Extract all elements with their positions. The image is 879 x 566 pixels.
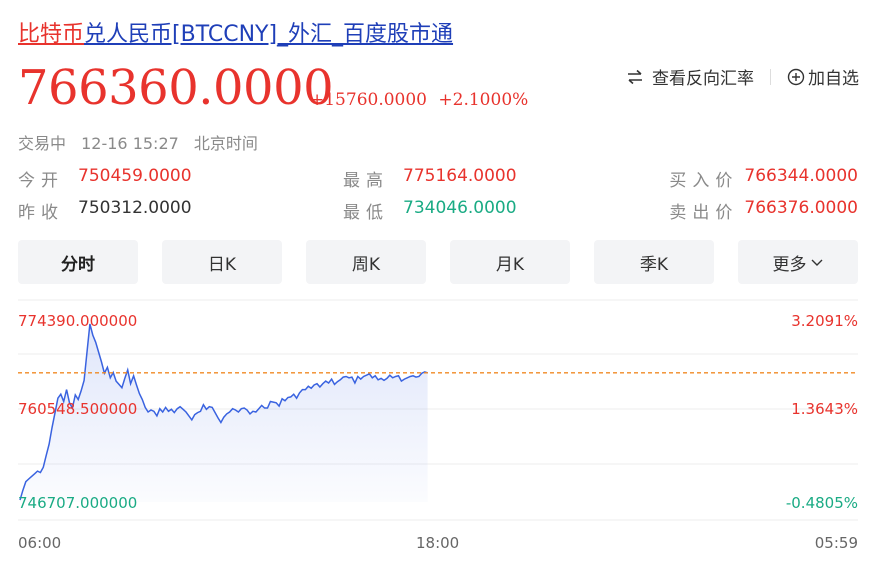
- tab-more-label: 更多: [772, 254, 807, 275]
- stat-label: 今开: [18, 171, 64, 191]
- y-axis-pct-mid: 1.3643%: [791, 400, 858, 418]
- title-pair[interactable]: 兑人民币[BTCCNY]_外汇_百度股市通: [84, 22, 454, 47]
- tab-daily-k[interactable]: 日K: [162, 240, 282, 284]
- y-axis-label-mid: 760548.500000: [18, 400, 138, 418]
- change-percent: +2.1000%: [438, 90, 529, 110]
- stat-value: 766376.0000: [744, 198, 858, 218]
- stat-value: 775164.0000: [403, 166, 517, 186]
- quote-stats: 今开 750459.0000 最高 775164.0000 买入价 766344…: [18, 166, 858, 230]
- stat-label: 卖出价: [669, 203, 739, 223]
- intraday-chart[interactable]: [0, 290, 879, 566]
- tab-monthly-k[interactable]: 月K: [450, 240, 570, 284]
- stat-label: 最低: [343, 203, 389, 223]
- stat-ask: 卖出价 766376.0000: [669, 198, 858, 223]
- add-watchlist-button[interactable]: 加自选: [787, 64, 859, 89]
- stat-open: 今开 750459.0000: [18, 166, 192, 191]
- action-divider: [770, 68, 771, 85]
- plus-circle-icon: [787, 68, 805, 85]
- price-line: [19, 323, 428, 501]
- trading-status: 交易中 12-16 15:27 北京时间: [18, 130, 258, 154]
- chevron-down-icon: [811, 259, 822, 266]
- tab-intraday[interactable]: 分时: [18, 240, 138, 284]
- y-axis-label-min: 746707.000000: [18, 494, 138, 512]
- reverse-rate-button[interactable]: 查看反向汇率: [626, 64, 754, 89]
- stat-value: 750312.0000: [78, 198, 192, 218]
- x-axis-label-start: 06:00: [18, 534, 62, 552]
- stats-row: 昨收 750312.0000 最低 734046.0000 卖出价 766376…: [18, 198, 858, 230]
- stat-label: 买入价: [669, 171, 739, 191]
- price-change: +15760.0000 +2.1000%: [310, 90, 528, 110]
- stat-value: 750459.0000: [78, 166, 192, 186]
- status-time: 12-16 15:27: [81, 134, 179, 153]
- add-watchlist-label: 加自选: [808, 69, 859, 89]
- current-price: 766360.0000: [18, 60, 334, 116]
- price-area-fill: [20, 323, 428, 502]
- reverse-rate-label: 查看反向汇率: [652, 69, 754, 89]
- status-text: 交易中: [18, 134, 67, 153]
- y-axis-pct-min: -0.4805%: [785, 494, 858, 512]
- title-asset[interactable]: 比特币: [18, 22, 85, 47]
- y-axis-pct-max: 3.2091%: [791, 312, 858, 330]
- stat-prev-close: 昨收 750312.0000: [18, 198, 192, 223]
- x-axis-label-mid: 18:00: [416, 534, 460, 552]
- y-axis-label-max: 774390.000000: [18, 312, 138, 330]
- stat-label: 昨收: [18, 203, 64, 223]
- tab-quarterly-k[interactable]: 季K: [594, 240, 714, 284]
- stat-bid: 买入价 766344.0000: [669, 166, 858, 191]
- swap-icon: [628, 69, 642, 84]
- stat-high: 最高 775164.0000: [343, 166, 517, 191]
- x-axis-label-end: 05:59: [814, 534, 858, 552]
- header-actions: 查看反向汇率 加自选: [626, 64, 859, 89]
- change-absolute: +15760.0000: [310, 90, 427, 110]
- page-title[interactable]: 比特币兑人民币[BTCCNY]_外汇_百度股市通: [18, 18, 453, 52]
- stat-value: 734046.0000: [403, 198, 517, 218]
- stat-low: 最低 734046.0000: [343, 198, 517, 223]
- tab-weekly-k[interactable]: 周K: [306, 240, 426, 284]
- stat-value: 766344.0000: [744, 166, 858, 186]
- status-timezone: 北京时间: [193, 134, 258, 153]
- tab-more[interactable]: 更多: [738, 240, 858, 284]
- stat-label: 最高: [343, 171, 389, 191]
- stats-row: 今开 750459.0000 最高 775164.0000 买入价 766344…: [18, 166, 858, 198]
- period-tabs: 分时 日K 周K 月K 季K 更多: [18, 240, 858, 284]
